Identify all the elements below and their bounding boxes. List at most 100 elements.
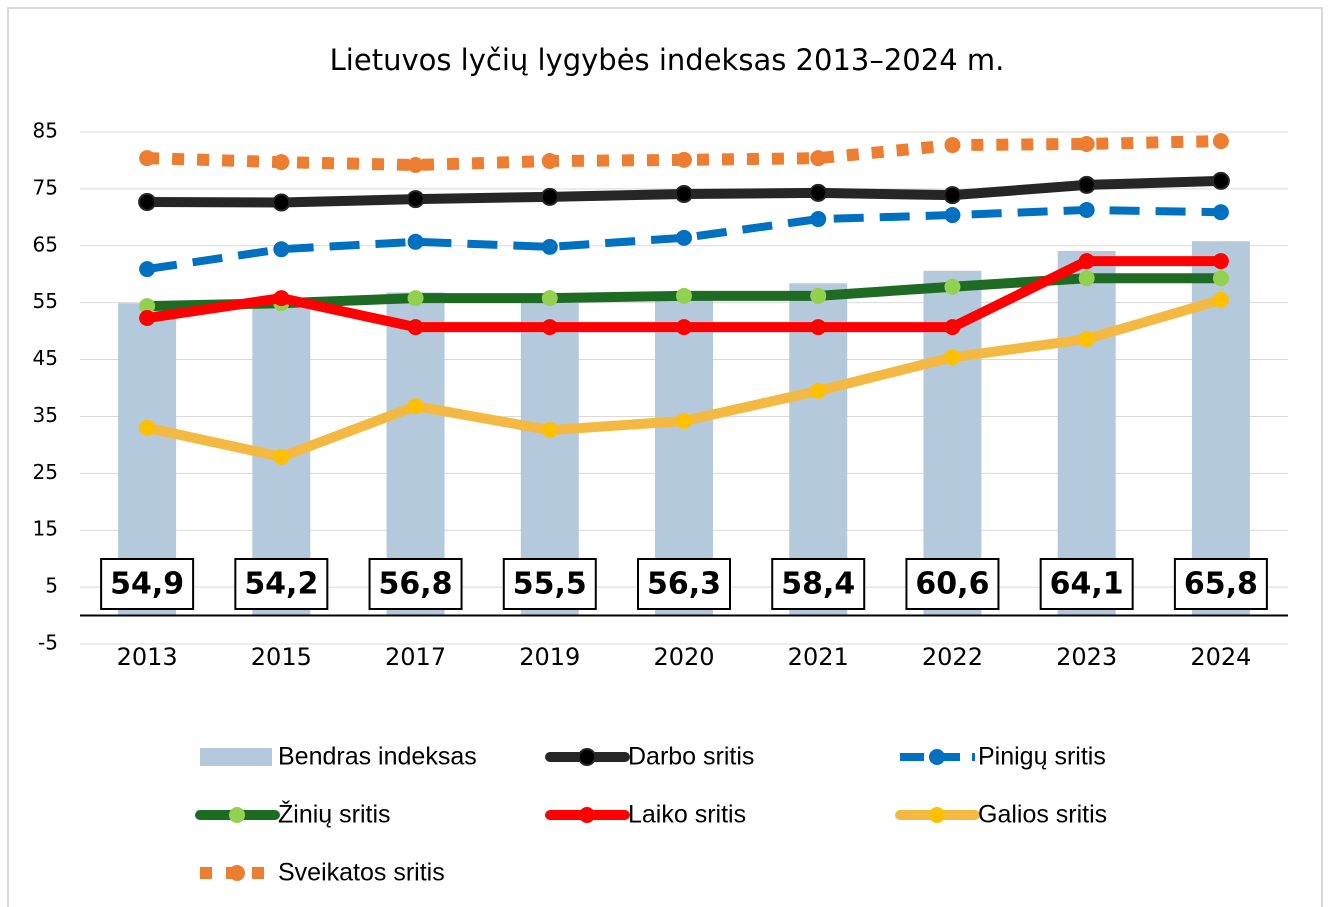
marker [407,398,424,415]
value-label: 60,6 [915,567,989,602]
marker [1212,291,1229,308]
legend-swatch [200,748,272,766]
value-label-box [502,558,597,610]
marker [1078,270,1095,287]
marker [944,137,961,154]
marker [676,412,692,429]
marker [273,241,290,258]
y-tick-label: 85 [33,119,58,143]
marker [676,287,692,304]
marker [407,156,424,173]
marker [810,319,827,336]
value-label-box [368,558,463,610]
marker [407,233,424,250]
legend-label: Bendras indeksas [278,743,477,771]
y-tick-label: 65 [33,232,58,256]
x-tick-label: 2013 [117,643,178,671]
legend-label: Laiko sritis [628,801,746,829]
marker [1212,270,1229,287]
marker [272,193,291,212]
marker [139,150,156,167]
legend-marker [229,807,245,823]
marker [407,290,424,307]
value-label: 64,1 [1050,567,1124,602]
y-tick-label: 25 [33,460,58,484]
marker [1212,253,1229,270]
value-label-box [771,558,866,610]
chart-title: Lietuvos lyčių lygybės indeksas 2013–202… [330,43,1005,77]
marker [809,183,828,202]
marker [407,319,424,336]
value-label-box [905,558,1000,610]
marker [944,278,961,295]
y-tick-label: 75 [33,175,58,199]
marker [1078,331,1095,348]
marker [139,310,156,327]
marker [1211,171,1230,190]
x-tick-label: 2019 [519,643,580,671]
legend-label: Darbo sritis [628,743,754,771]
x-tick-label: 2015 [251,643,312,671]
value-label: 56,3 [647,567,721,602]
marker [676,319,692,336]
legend-marker [929,749,945,765]
marker [1212,204,1229,221]
x-tick-label: 2022 [922,643,983,671]
value-label-box [637,558,731,610]
marker [273,154,290,171]
y-tick-label: 45 [33,346,58,370]
legend-marker [229,865,245,881]
legend-marker [929,807,945,823]
marker [541,422,558,439]
value-label: 54,9 [110,567,184,602]
value-label: 56,8 [379,567,453,602]
marker [676,229,692,246]
marker [540,187,559,206]
y-tick-label: 15 [33,517,58,541]
x-tick-label: 2023 [1056,643,1117,671]
marker [1078,201,1095,218]
marker [541,153,558,170]
legend-label: Galios sritis [978,801,1107,829]
marker [139,261,156,278]
legend-marker [578,748,596,766]
x-tick-label: 2020 [653,643,714,671]
y-tick-label: 55 [33,289,58,313]
marker [944,207,961,224]
y-tick-label: 35 [33,403,58,427]
legend-label: Pinigų sritis [978,743,1106,771]
bar [1057,250,1116,616]
x-tick-label: 2021 [788,643,849,671]
value-label-box [1173,558,1268,610]
marker [675,185,693,204]
line-series [146,135,1222,171]
marker [1077,175,1096,194]
marker [541,319,558,336]
x-tick-label: 2024 [1190,643,1251,671]
value-label: 65,8 [1184,567,1258,602]
legend-label: Sveikatos sritis [278,859,445,887]
marker [810,150,827,167]
y-tick-label: -5 [38,631,58,655]
marker [273,290,290,307]
marker [138,192,157,211]
marker [944,349,961,366]
legend-marker [579,807,595,823]
value-label-box [234,558,329,610]
marker [810,382,827,399]
marker [944,319,961,336]
value-label-box [1039,558,1134,610]
marker [541,238,558,255]
x-tick-label: 2017 [385,643,446,671]
value-label: 55,5 [513,567,587,602]
marker [139,298,156,315]
marker [406,190,425,209]
marker [810,287,827,304]
marker [1078,253,1095,270]
value-label: 54,2 [244,567,318,602]
marker [541,290,558,307]
line-series [146,205,1221,274]
value-label-box [100,558,195,610]
marker [810,211,827,228]
